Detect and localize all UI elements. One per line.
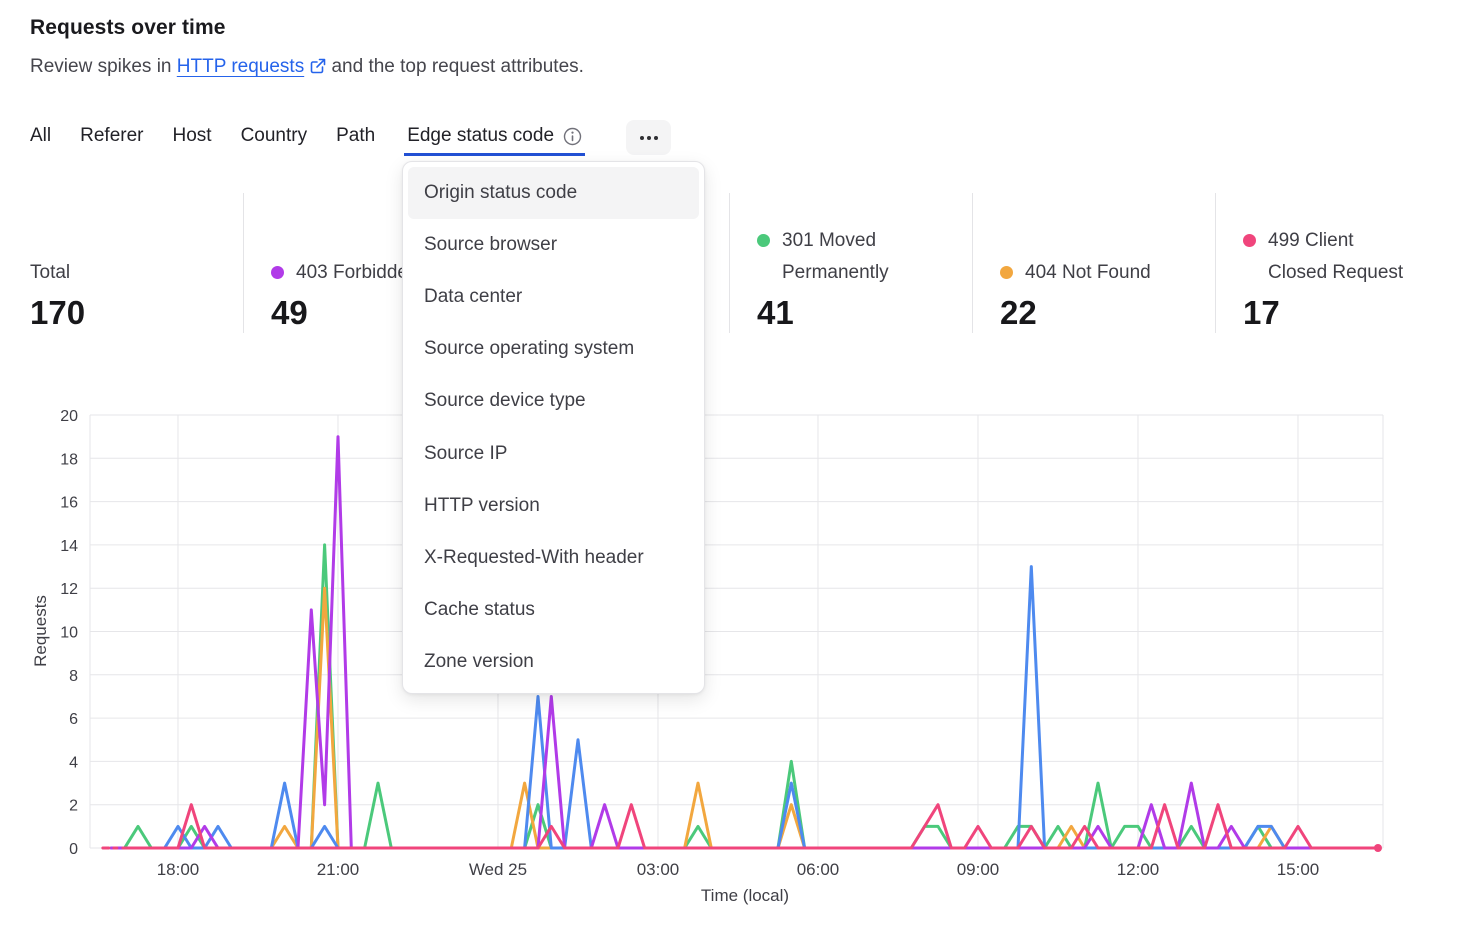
svg-text:10: 10: [60, 625, 78, 642]
svg-text:09:00: 09:00: [957, 860, 1000, 879]
menu-item-x-requested-with-header[interactable]: X-Requested-With header: [424, 546, 644, 568]
tab-edge-status-code-label: Edge status code: [407, 125, 555, 146]
svg-text:14: 14: [60, 538, 78, 555]
stats-row: Total 170 403 Forbidden 49 301 Moved Per…: [0, 193, 1458, 333]
tab-referer[interactable]: Referer: [80, 125, 144, 146]
svg-text:06:00: 06:00: [797, 860, 840, 879]
stat-499-label: 499 Client Closed Request: [1268, 230, 1404, 283]
menu-item-data-center[interactable]: Data center: [424, 286, 523, 308]
stat-301-value: 41: [757, 294, 794, 331]
svg-text:20: 20: [60, 408, 78, 425]
more-tabs-button[interactable]: [626, 120, 672, 155]
page-title: Requests over time: [30, 16, 226, 39]
svg-text:18: 18: [60, 451, 78, 468]
legend-dot-403: [271, 266, 284, 279]
dot-icon: [646, 135, 651, 140]
stat-404-not-found: 404 Not Found 22: [972, 193, 1215, 333]
panel-header: Requests over time Review spikes in HTTP…: [30, 16, 584, 80]
stat-499-value: 17: [1243, 294, 1280, 331]
chart-canvas[interactable]: 0 2 4 6 8 10 12 14 16 18 20 18:00 21:00 Wed 25 03:00 06…: [0, 395, 1458, 940]
menu-item-source-device-type[interactable]: Source device type: [424, 390, 586, 412]
stat-total-value: 170: [30, 294, 86, 331]
svg-text:03:00: 03:00: [637, 860, 680, 879]
svg-text:16: 16: [60, 495, 78, 512]
stat-301-moved-permanently: 301 Moved Permanently 41: [729, 193, 972, 333]
svg-text:Wed 25: Wed 25: [469, 860, 527, 879]
stat-301-label: 301 Moved Permanently: [782, 230, 889, 283]
svg-text:0: 0: [69, 841, 78, 858]
svg-text:8: 8: [69, 668, 78, 685]
info-icon[interactable]: [563, 127, 582, 146]
svg-text:15:00: 15:00: [1277, 860, 1320, 879]
svg-text:2: 2: [69, 798, 78, 815]
subtitle-suffix: and the top request attributes.: [331, 56, 584, 77]
stat-403-forbidden: 403 Forbidden 49: [243, 193, 486, 333]
http-requests-link[interactable]: HTTP requests: [177, 56, 326, 77]
svg-text:Time (local): Time (local): [701, 886, 789, 905]
svg-text:12:00: 12:00: [1117, 860, 1160, 879]
menu-item-zone-version[interactable]: Zone version: [424, 650, 534, 672]
tab-host[interactable]: Host: [172, 125, 212, 146]
stat-403-value: 49: [271, 294, 308, 331]
tab-edge-status-code[interactable]: Edge status code: [404, 125, 586, 156]
legend-dot-301: [757, 234, 770, 247]
menu-item-source-ip[interactable]: Source IP: [424, 442, 508, 464]
subtitle: Review spikes in HTTP requests and the t…: [30, 56, 584, 80]
tab-path[interactable]: Path: [336, 125, 376, 146]
dot-icon: [653, 135, 658, 140]
stat-total-label: Total: [30, 262, 71, 283]
tab-all[interactable]: All: [30, 125, 52, 146]
external-link-icon: [310, 58, 326, 80]
stat-403-label: 403 Forbidden: [296, 262, 419, 283]
svg-text:4: 4: [69, 754, 78, 771]
subtitle-prefix: Review spikes in: [30, 56, 172, 77]
menu-item-cache-status[interactable]: Cache status: [424, 598, 535, 620]
svg-text:18:00: 18:00: [157, 860, 200, 879]
legend-dot-499: [1243, 234, 1256, 247]
requests-over-time-chart[interactable]: 0 2 4 6 8 10 12 14 16 18 20 18:00 21:00 Wed 25 03:00 06…: [0, 395, 1458, 940]
menu-item-source-operating-system[interactable]: Source operating system: [424, 338, 635, 360]
svg-text:21:00: 21:00: [317, 860, 360, 879]
dot-icon: [639, 135, 644, 140]
menu-item-source-browser[interactable]: Source browser: [424, 234, 558, 256]
menu-item-origin-status-code[interactable]: Origin status code: [408, 167, 699, 220]
attribute-tabs: All Referer Host Country Path Edge statu…: [30, 120, 672, 156]
legend-dot-404: [1000, 266, 1013, 279]
tab-country[interactable]: Country: [240, 125, 308, 146]
stat-499-client-closed-request: 499 Client Closed Request 17: [1215, 193, 1458, 333]
menu-item-http-version[interactable]: HTTP version: [424, 494, 540, 516]
svg-text:Requests: Requests: [31, 595, 50, 667]
attribute-dropdown-menu: Origin status code Source browser Data c…: [402, 161, 705, 694]
svg-text:6: 6: [69, 711, 78, 728]
stat-total: Total 170: [0, 193, 243, 333]
stat-404-value: 22: [1000, 294, 1037, 331]
stat-404-label: 404 Not Found: [1025, 262, 1151, 283]
svg-text:12: 12: [60, 581, 78, 598]
